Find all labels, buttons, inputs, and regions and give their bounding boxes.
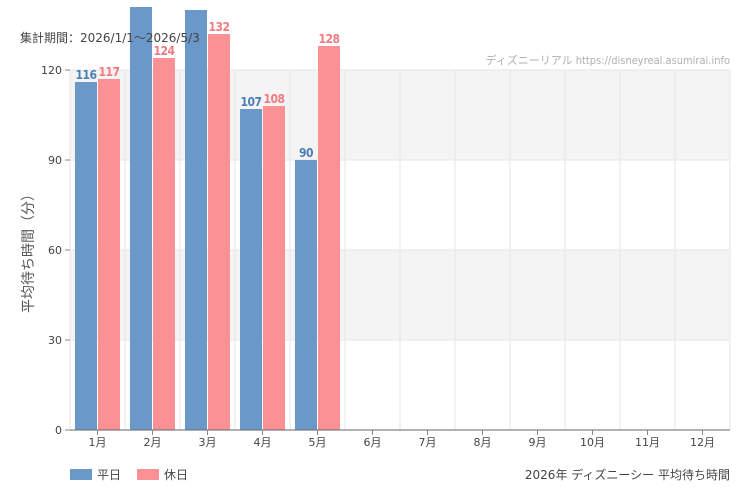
bar-weekday [295, 160, 317, 430]
y-tick-label: 60 [48, 244, 62, 257]
legend-item-holiday[interactable]: 休日 [137, 466, 188, 483]
bar-weekday [240, 109, 262, 430]
y-tick-label: 90 [48, 154, 62, 167]
data-label-weekday: 107 [240, 95, 261, 109]
bar-holiday [263, 106, 285, 430]
x-tick-label: 2月 [144, 436, 162, 449]
legend-swatch-holiday [137, 469, 160, 480]
legend-label-holiday: 休日 [164, 468, 189, 482]
x-tick-label: 7月 [419, 436, 437, 449]
legend-label-weekday: 平日 [97, 468, 122, 482]
y-axis-title: 平均待ち時間（分） [21, 187, 37, 313]
x-tick-label: 5月 [309, 436, 327, 449]
bar-holiday [153, 58, 175, 430]
data-label-holiday: 117 [98, 65, 119, 79]
chart-caption: 2026年 ディズニーシー 平均待ち時間 [524, 468, 730, 482]
bar-holiday [98, 79, 120, 430]
legend-swatch-weekday [70, 469, 92, 480]
x-tick-label: 4月 [254, 436, 272, 449]
x-tick-label: 12月 [690, 436, 715, 449]
bar-weekday [130, 7, 152, 430]
data-label-weekday: 90 [299, 146, 313, 160]
x-tick-label: 6月 [364, 436, 382, 449]
x-tick-label: 8月 [474, 436, 492, 449]
bar-weekday [75, 82, 97, 430]
site-watermark: ディズニーリアル https://disneyreal.asumirai.inf… [485, 54, 730, 67]
x-tick-label: 11月 [635, 436, 660, 449]
data-label-holiday: 128 [318, 32, 339, 46]
data-label-holiday: 108 [263, 92, 284, 106]
legend-item-weekday[interactable]: 平日 [70, 466, 121, 483]
y-tick-label: 0 [55, 424, 62, 437]
bar-holiday [208, 34, 230, 430]
y-tick-label: 30 [48, 334, 62, 347]
x-tick-label: 3月 [199, 436, 217, 449]
data-label-weekday: 116 [75, 68, 96, 82]
bar-holiday [318, 46, 340, 430]
y-tick-label: 120 [41, 64, 62, 77]
data-label-holiday: 132 [208, 20, 229, 34]
data-label-holiday: 124 [153, 44, 175, 58]
bar-weekday [185, 10, 207, 430]
x-tick-label: 10月 [580, 436, 605, 449]
x-tick-label: 9月 [529, 436, 547, 449]
period-label: 集計期間：2026/1/1～2026/5/3 [20, 31, 200, 45]
legend: 平日 休日 [70, 466, 188, 483]
x-tick-label: 1月 [89, 436, 107, 449]
